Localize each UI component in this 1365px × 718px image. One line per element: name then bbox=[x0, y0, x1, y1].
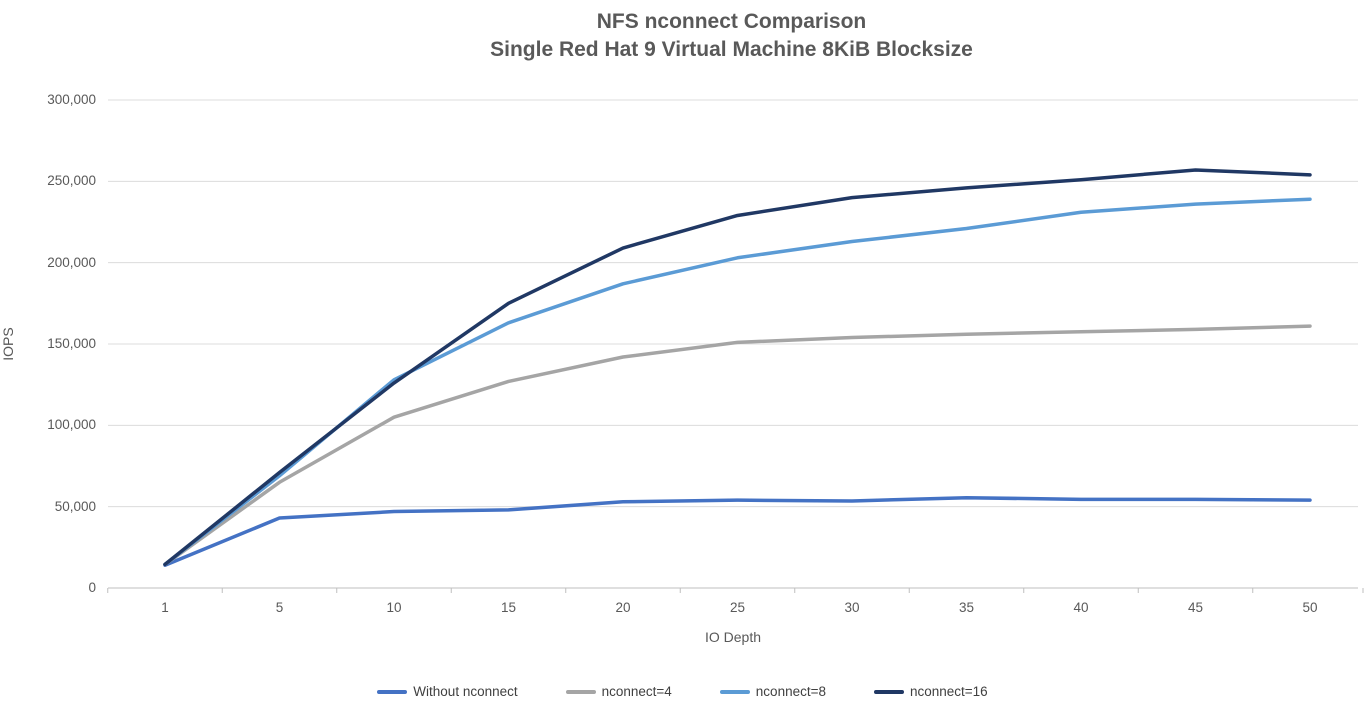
legend-label: nconnect=8 bbox=[755, 684, 826, 699]
series-line-nconnect-16 bbox=[163, 168, 1312, 567]
legend-item-nconnect-8: nconnect=8 bbox=[719, 684, 826, 699]
y-tick-label: 300,000 bbox=[47, 92, 96, 107]
legend-label: Without nconnect bbox=[413, 684, 518, 699]
y-tick-label: 0 bbox=[88, 580, 96, 595]
chart-title-block: NFS nconnect Comparison Single Red Hat 9… bbox=[108, 8, 1355, 64]
x-tick-label: 30 bbox=[844, 600, 860, 615]
legend-item-nconnect-4: nconnect=4 bbox=[565, 684, 672, 699]
series-line-nconnect-8 bbox=[163, 197, 1312, 567]
y-tick-label: 50,000 bbox=[54, 498, 96, 514]
x-tick-label: 20 bbox=[615, 600, 631, 615]
legend-item-without-nconnect: Without nconnect bbox=[377, 684, 518, 699]
x-tick-label: 40 bbox=[1073, 600, 1089, 615]
legend-item-nconnect-16: nconnect=16 bbox=[873, 684, 988, 699]
series-line-nconnect-4 bbox=[163, 324, 1312, 567]
y-axis-title: IOPS bbox=[0, 327, 16, 361]
y-tick-label: 200,000 bbox=[47, 254, 96, 270]
y-tick-label: 100,000 bbox=[47, 417, 96, 433]
x-tick-label: 10 bbox=[386, 600, 402, 615]
legend-label: nconnect=4 bbox=[601, 684, 672, 699]
x-tick-label: 25 bbox=[729, 600, 746, 615]
y-tick-label: 150,000 bbox=[47, 336, 96, 351]
legend-line-swatch-icon bbox=[719, 689, 750, 694]
series-line-without-nconnect bbox=[163, 495, 1312, 567]
x-tick-label: 1 bbox=[161, 600, 169, 615]
legend-line-swatch-icon bbox=[873, 689, 904, 694]
x-axis-title: IO Depth bbox=[704, 629, 762, 645]
chart-title: NFS nconnect Comparison bbox=[596, 10, 867, 33]
chart-subtitle: Single Red Hat 9 Virtual Machine 8KiB Bl… bbox=[490, 38, 973, 61]
x-tick-label: 35 bbox=[958, 600, 975, 615]
legend-label: nconnect=16 bbox=[909, 684, 988, 699]
y-tick-label: 250,000 bbox=[47, 173, 96, 189]
x-tick-label: 5 bbox=[275, 600, 284, 615]
x-tick-label: 50 bbox=[1302, 600, 1318, 615]
chart-legend: Without nconnect nconnect=4 nconnect=8 n… bbox=[0, 684, 1365, 699]
legend-line-swatch-icon bbox=[377, 689, 408, 694]
legend-line-swatch-icon bbox=[565, 689, 596, 694]
x-tick-label: 45 bbox=[1187, 600, 1204, 615]
x-tick-label: 15 bbox=[500, 600, 517, 615]
